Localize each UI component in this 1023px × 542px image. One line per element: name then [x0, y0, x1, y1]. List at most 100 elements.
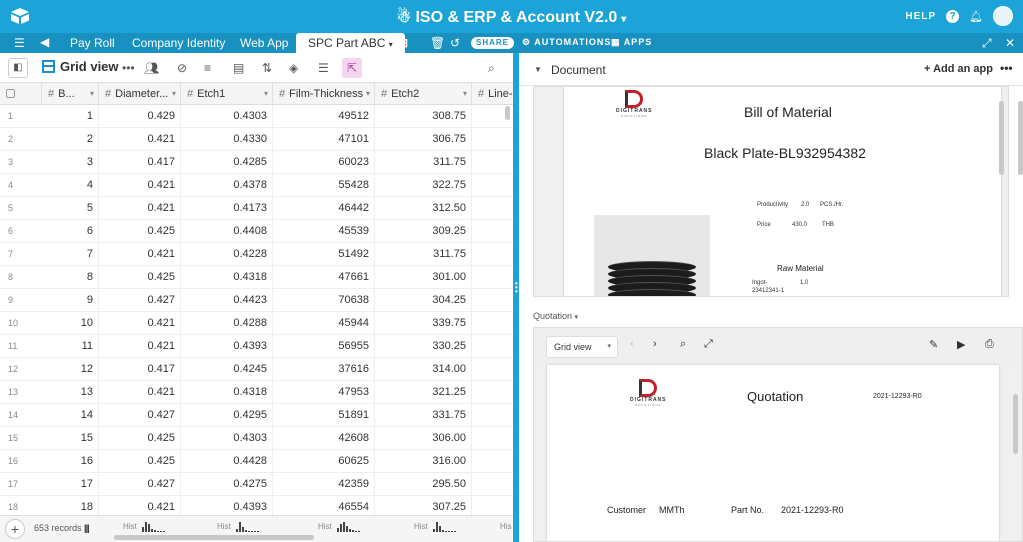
search-icon[interactable]: ⌕ [488, 61, 495, 75]
cell-line[interactable] [472, 312, 513, 335]
help-link[interactable]: HELP [905, 10, 937, 22]
cell-film-thickness[interactable]: 60625 [273, 450, 375, 473]
cell-b[interactable]: 6 [42, 220, 99, 243]
cell-diameter[interactable]: 0.425 [99, 266, 181, 289]
view-switcher[interactable]: Grid view [42, 59, 119, 74]
pane-divider[interactable] [513, 53, 519, 542]
cell-b[interactable]: 4 [42, 174, 99, 197]
cell-line[interactable] [472, 496, 513, 515]
cell-etch2[interactable]: 330.25 [375, 335, 472, 358]
quotation-view-select[interactable]: Grid view ▾ [546, 336, 618, 358]
more-options-icon[interactable]: ••• [1000, 61, 1013, 75]
cell-film-thickness[interactable]: 46554 [273, 496, 375, 515]
cell-etch2[interactable]: 311.75 [375, 243, 472, 266]
select-all-checkbox[interactable] [0, 83, 42, 105]
cell-etch2[interactable]: 295.50 [375, 473, 472, 496]
grid-vertical-scrollbar[interactable] [505, 106, 510, 120]
cell-b[interactable]: 13 [42, 381, 99, 404]
quotation-app-label[interactable]: Quotation ▾ [533, 311, 578, 321]
cell-etch2[interactable]: 311.75 [375, 151, 472, 174]
share-view-icon[interactable]: ⇱ [342, 58, 362, 78]
close-icon[interactable]: ✕ [1005, 36, 1016, 50]
history-icon[interactable]: ↺ [450, 36, 461, 50]
base-title[interactable]: ☃ ISO & ERP & Account V2.0 ▾ [0, 7, 1023, 27]
cell-etch2[interactable]: 306.75 [375, 128, 472, 151]
cell-diameter[interactable]: 0.421 [99, 335, 181, 358]
cell-etch1[interactable]: 0.4408 [181, 220, 273, 243]
cell-film-thickness[interactable]: 37616 [273, 358, 375, 381]
cell-etch1[interactable]: 0.4393 [181, 335, 273, 358]
table-row[interactable]: 9 9 0.427 0.4423 70638 304.25 [0, 289, 513, 312]
cell-etch1[interactable]: 0.4275 [181, 473, 273, 496]
table-row[interactable]: 5 5 0.421 0.4173 46442 312.50 [0, 197, 513, 220]
cell-diameter[interactable]: 0.417 [99, 358, 181, 381]
cell-diameter[interactable]: 0.425 [99, 427, 181, 450]
table-row[interactable]: 1 1 0.429 0.4303 49512 308.75 [0, 105, 513, 128]
add-app-button[interactable]: + Add an app [924, 63, 993, 75]
column-header-b[interactable]: # B... ▾ [42, 83, 99, 105]
cell-diameter[interactable]: 0.421 [99, 243, 181, 266]
cell-etch1[interactable]: 0.4288 [181, 312, 273, 335]
cell-diameter[interactable]: 0.421 [99, 128, 181, 151]
table-row[interactable]: 7 7 0.421 0.4228 51492 311.75 [0, 243, 513, 266]
add-table-icon[interactable]: ⊞ [398, 36, 409, 50]
tab-company-identity[interactable]: Company Identity [132, 36, 226, 50]
cell-etch1[interactable]: 0.4423 [181, 289, 273, 312]
print-icon[interactable]: ⎙ [985, 338, 994, 350]
help-icon[interactable]: ? [946, 9, 960, 23]
cell-film-thickness[interactable]: 47953 [273, 381, 375, 404]
cell-diameter[interactable]: 0.425 [99, 450, 181, 473]
chevron-down-icon[interactable]: ▾ [263, 89, 268, 98]
column-header-line[interactable]: # Line- [472, 83, 513, 105]
cell-etch1[interactable]: 0.4245 [181, 358, 273, 381]
tab-web-app[interactable]: Web App [240, 36, 289, 50]
summary-film-thickness[interactable]: Hist [318, 522, 361, 532]
cell-etch1[interactable]: 0.4303 [181, 427, 273, 450]
cell-line[interactable] [472, 450, 513, 473]
cell-etch2[interactable]: 321.25 [375, 381, 472, 404]
cell-film-thickness[interactable]: 47101 [273, 128, 375, 151]
cell-diameter[interactable]: 0.421 [99, 381, 181, 404]
column-header-etch2[interactable]: # Etch2 ▾ [375, 83, 472, 105]
table-row[interactable]: 8 8 0.425 0.4318 47661 301.00 [0, 266, 513, 289]
cell-diameter[interactable]: 0.427 [99, 289, 181, 312]
cell-line[interactable] [472, 151, 513, 174]
cell-etch2[interactable]: 312.50 [375, 197, 472, 220]
cell-b[interactable]: 16 [42, 450, 99, 473]
summary-etch2[interactable]: Hist [414, 522, 457, 532]
summary-diameter[interactable]: Hist [123, 522, 166, 532]
tab-pay-roll[interactable]: Pay Roll [70, 36, 115, 50]
cell-etch2[interactable]: 331.75 [375, 404, 472, 427]
cell-etch2[interactable]: 301.00 [375, 266, 472, 289]
share-button[interactable]: SHARE [471, 37, 515, 49]
cell-etch1[interactable]: 0.4318 [181, 266, 273, 289]
cell-film-thickness[interactable]: 47661 [273, 266, 375, 289]
previous-icon[interactable]: ‹ [630, 338, 634, 350]
cell-etch2[interactable]: 304.25 [375, 289, 472, 312]
table-row[interactable]: 6 6 0.425 0.4408 45539 309.25 [0, 220, 513, 243]
cell-diameter[interactable]: 0.421 [99, 496, 181, 515]
search-icon[interactable]: ⌕ [680, 338, 687, 350]
cell-diameter[interactable]: 0.427 [99, 404, 181, 427]
table-row[interactable]: 14 14 0.427 0.4295 51891 331.75 [0, 404, 513, 427]
cell-etch2[interactable]: 316.00 [375, 450, 472, 473]
chevron-down-icon[interactable]: ▾ [462, 89, 467, 98]
cell-line[interactable] [472, 174, 513, 197]
add-record-button[interactable]: + [5, 519, 25, 539]
cell-b[interactable]: 12 [42, 358, 99, 381]
table-row[interactable]: 2 2 0.421 0.4330 47101 306.75 [0, 128, 513, 151]
cell-etch2[interactable]: 314.00 [375, 358, 472, 381]
cell-film-thickness[interactable]: 46442 [273, 197, 375, 220]
chevron-down-icon[interactable]: ▾ [365, 89, 370, 98]
tab-spc-part-abc[interactable]: SPC Part ABC ▾ [296, 33, 405, 53]
cell-diameter[interactable]: 0.417 [99, 151, 181, 174]
cell-etch1[interactable]: 0.4378 [181, 174, 273, 197]
cell-b[interactable]: 2 [42, 128, 99, 151]
cell-diameter[interactable]: 0.427 [99, 473, 181, 496]
cell-b[interactable]: 17 [42, 473, 99, 496]
cell-line[interactable] [472, 404, 513, 427]
cell-etch2[interactable]: 339.75 [375, 312, 472, 335]
cell-diameter[interactable]: 0.425 [99, 220, 181, 243]
summary-etch1[interactable]: Hist [217, 522, 260, 532]
cell-film-thickness[interactable]: 49512 [273, 105, 375, 128]
